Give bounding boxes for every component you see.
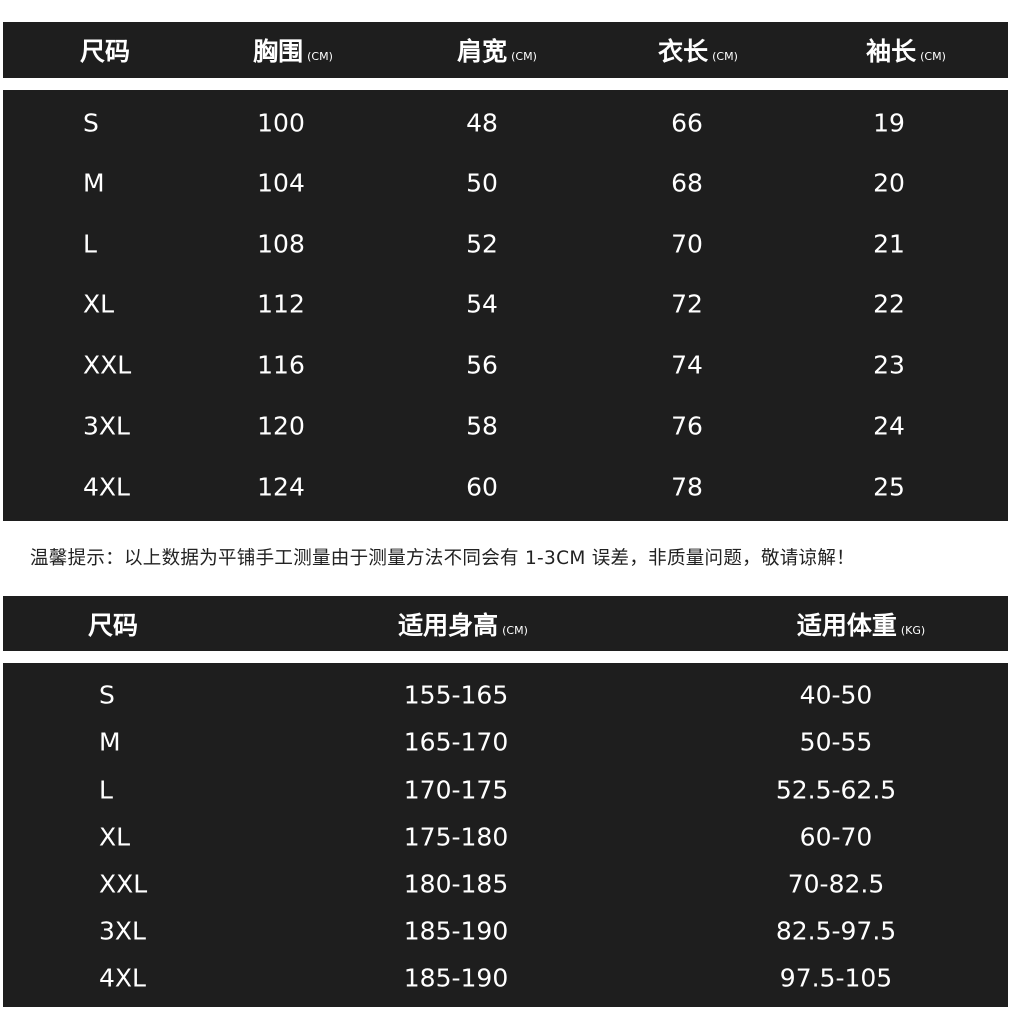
column-header: 肩宽 (CM) xyxy=(457,32,537,68)
value-cell: 170-175 xyxy=(403,775,509,805)
value-cell: 120 xyxy=(257,411,305,441)
value-cell: 82.5-97.5 xyxy=(775,916,897,946)
value-cell: 54 xyxy=(466,289,498,319)
value-cell: 180-185 xyxy=(403,869,509,899)
column-header-unit: (CM) xyxy=(712,50,738,63)
column-header: 适用体重 (KG) xyxy=(797,606,925,642)
value-cell: 48 xyxy=(466,108,498,138)
size-cell: L xyxy=(83,229,97,259)
value-cell: 21 xyxy=(873,229,905,259)
column-header: 尺码 xyxy=(88,606,138,642)
value-cell: 52 xyxy=(466,229,498,259)
value-cell: 165-170 xyxy=(403,727,509,757)
column-header: 衣长 (CM) xyxy=(658,32,738,68)
value-cell: 66 xyxy=(671,108,703,138)
column-header-unit: (KG) xyxy=(900,624,926,637)
value-cell: 50-55 xyxy=(799,727,873,757)
value-cell: 70-82.5 xyxy=(787,869,885,899)
value-cell: 60 xyxy=(466,472,498,502)
size-cell: XXL xyxy=(83,350,132,380)
value-cell: 23 xyxy=(873,350,905,380)
size-cell: XL xyxy=(83,289,115,319)
value-cell: 72 xyxy=(671,289,703,319)
value-cell: 155-165 xyxy=(403,680,509,710)
column-header-unit: (CM) xyxy=(511,50,537,63)
size-cell: 3XL xyxy=(83,411,130,441)
column-header: 袖长 (CM) xyxy=(866,32,946,68)
value-cell: 60-70 xyxy=(799,822,873,852)
value-cell: 185-190 xyxy=(403,963,509,993)
size-cell: S xyxy=(83,108,99,138)
value-cell: 50 xyxy=(466,168,498,198)
value-cell: 97.5-105 xyxy=(779,963,893,993)
value-cell: 76 xyxy=(671,411,703,441)
column-header: 胸围 (CM) xyxy=(253,32,333,68)
value-cell: 40-50 xyxy=(799,680,873,710)
value-cell: 175-180 xyxy=(403,822,509,852)
size-cell: L xyxy=(99,775,113,805)
fit-table-body: S 155-165 40-50 M 165-170 50-55 L 170-175 52.5-6… xyxy=(3,663,1008,1007)
size-cell: 4XL xyxy=(83,472,130,502)
column-header: 适用身高 (CM) xyxy=(398,606,528,642)
value-cell: 22 xyxy=(873,289,905,319)
value-cell: 108 xyxy=(257,229,305,259)
column-header: 尺码 xyxy=(80,32,130,68)
column-header-label: 适用体重 xyxy=(796,611,897,640)
column-header-label: 袖长 xyxy=(866,37,917,66)
value-cell: 116 xyxy=(257,350,305,380)
value-cell: 25 xyxy=(873,472,905,502)
column-header-label: 胸围 xyxy=(253,37,304,66)
value-cell: 19 xyxy=(873,108,905,138)
fit-table-header: 尺码 适用身高 (CM) 适用体重 (KG) xyxy=(3,596,1008,651)
value-cell: 20 xyxy=(873,168,905,198)
size-cell: XXL xyxy=(99,869,148,899)
value-cell: 112 xyxy=(257,289,305,319)
value-cell: 52.5-62.5 xyxy=(775,775,897,805)
size-cell: S xyxy=(99,680,115,710)
size-cell: XL xyxy=(99,822,131,852)
column-header-unit: (CM) xyxy=(307,50,333,63)
value-cell: 185-190 xyxy=(403,916,509,946)
size-cell: M xyxy=(83,168,105,198)
measurement-note: 温馨提示：以上数据为平铺手工测量由于测量方法不同会有 1-3CM 误差，非质量问… xyxy=(30,548,855,569)
size-cell: M xyxy=(99,727,121,757)
value-cell: 78 xyxy=(671,472,703,502)
value-cell: 70 xyxy=(671,229,703,259)
value-cell: 24 xyxy=(873,411,905,441)
size-cell: 4XL xyxy=(99,963,146,993)
size-cell: 3XL xyxy=(99,916,146,946)
value-cell: 58 xyxy=(466,411,498,441)
value-cell: 124 xyxy=(257,472,305,502)
column-header-unit: (CM) xyxy=(502,624,528,637)
column-header-unit: (CM) xyxy=(920,50,946,63)
value-cell: 68 xyxy=(671,168,703,198)
measurement-table-header: 尺码 胸围 (CM) 肩宽 (CM) 衣长 (CM) 袖长 (CM) xyxy=(3,22,1008,78)
column-header-label: 衣长 xyxy=(658,37,709,66)
column-header-label: 尺码 xyxy=(80,37,131,66)
value-cell: 56 xyxy=(466,350,498,380)
measurement-table-body: S 100 48 66 19 M 104 50 68 20 L 108 52 70 21 XL 112 54 72 2… xyxy=(3,90,1008,521)
column-header-label: 肩宽 xyxy=(457,37,508,66)
column-header-label: 适用身高 xyxy=(398,611,499,640)
column-header-label: 尺码 xyxy=(88,611,139,640)
value-cell: 100 xyxy=(257,108,305,138)
value-cell: 74 xyxy=(671,350,703,380)
value-cell: 104 xyxy=(257,168,305,198)
